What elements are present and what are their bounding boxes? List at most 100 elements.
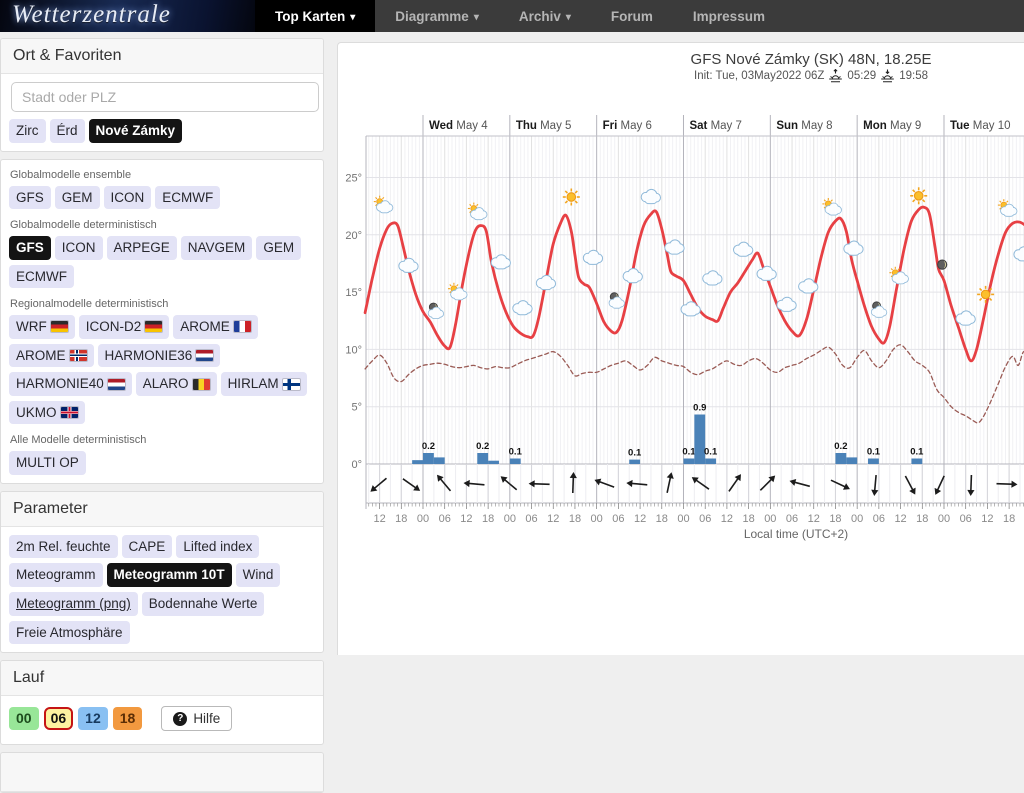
x-axis-title: Local time (UTC+2)	[744, 527, 848, 541]
sidebar: Ort & Favoriten Zirc Érd Nové Zámky Global…	[0, 38, 324, 793]
svg-text:00: 00	[417, 513, 429, 525]
card-lauf: Lauf 00 06 12 18 ? Hilfe	[0, 660, 324, 746]
model-chip-alaro[interactable]: ALARO	[135, 372, 217, 396]
parameter-chip-meteogramm-10t[interactable]: Meteogramm 10T	[106, 563, 232, 588]
parameter-chip-cape[interactable]: CAPE	[121, 534, 173, 559]
parameter-label: Meteogramm	[16, 567, 96, 583]
flag-no-icon	[69, 350, 87, 361]
help-button[interactable]: ? Hilfe	[161, 706, 233, 732]
model-label: HARMONIE36	[104, 347, 193, 363]
model-label: MULTI OP	[16, 455, 79, 471]
model-chip-arome[interactable]: AROME	[173, 315, 258, 339]
meteogram-chart: 0.2 0.2 0.1 0.1 0.1 0.9 0.1 0.2 0.1 0.1 0° 5° 10° 15°…	[345, 115, 1024, 541]
model-chip-harmonie36[interactable]: HARMONIE36	[97, 343, 221, 368]
svg-text:00: 00	[677, 513, 689, 525]
nav-item-diagramme[interactable]: Diagramme ▾	[375, 0, 499, 32]
parameter-label: Freie Atmosphäre	[16, 624, 123, 640]
model-label: UKMO	[16, 404, 57, 420]
nav-item-label: Diagramme	[395, 8, 469, 24]
model-label: ICON-D2	[85, 319, 142, 335]
model-chip-icon[interactable]: ICON	[54, 236, 103, 260]
precip-bars: 0.2 0.2 0.1 0.1 0.1 0.9 0.1 0.2 0.1 0.1	[412, 403, 924, 464]
model-chip-icon-d2[interactable]: ICON-D2	[78, 315, 170, 339]
run-chip-12[interactable]: 12	[78, 707, 108, 730]
parameter-label: Meteogramm 10T	[113, 567, 225, 583]
svg-text:Wed May 4: Wed May 4	[429, 120, 488, 132]
svg-text:15°: 15°	[345, 287, 362, 299]
weather-cloud-icon	[622, 267, 643, 284]
parameter-chip-bodennahe-werte[interactable]: Bodennahe Werte	[141, 592, 265, 616]
weather-cloud-icon	[512, 300, 533, 316]
sunset-icon	[881, 69, 895, 83]
model-chip-navgem[interactable]: NAVGEM	[180, 236, 253, 260]
svg-text:18: 18	[742, 513, 754, 525]
svg-text:00: 00	[504, 513, 516, 525]
nav-item-label: Top Karten	[275, 8, 346, 24]
svg-text:06: 06	[873, 513, 885, 525]
parameter-label: Bodennahe Werte	[148, 596, 258, 612]
parameter-chip-meteogramm[interactable]: Meteogramm	[9, 563, 103, 588]
parameter-title: Parameter	[1, 491, 323, 527]
model-chip-arome[interactable]: AROME	[9, 343, 94, 368]
favorite-chip-zirc[interactable]: Zirc	[9, 119, 46, 143]
flag-fr-icon	[233, 321, 251, 333]
model-label: NAVGEM	[187, 240, 246, 256]
model-chip-multi-op[interactable]: MULTI OP	[9, 451, 86, 475]
model-chip-ecmwf[interactable]: ECMWF	[155, 185, 221, 210]
favorite-chip-rd[interactable]: Érd	[49, 119, 85, 143]
parameter-chip-lifted-index[interactable]: Lifted index	[176, 534, 260, 559]
model-label: ICON	[61, 240, 96, 256]
nav-item-impressum[interactable]: Impressum	[673, 0, 785, 32]
run-chip-00[interactable]: 00	[9, 707, 39, 730]
model-chip-gfs[interactable]: GFS	[9, 185, 51, 210]
svg-text:0.2: 0.2	[422, 441, 435, 452]
search-input[interactable]	[11, 82, 319, 112]
svg-text:00: 00	[851, 513, 863, 525]
run-chip-06[interactable]: 06	[43, 707, 74, 730]
svg-text:0°: 0°	[351, 459, 362, 471]
weather-cloud-icon	[680, 301, 701, 317]
weather-cloud-icon	[664, 239, 685, 255]
favorite-chip-nov-z-mky[interactable]: Nové Zámky	[88, 119, 183, 143]
weather-sun-cloud-icon	[447, 282, 468, 301]
svg-text:0.1: 0.1	[682, 447, 696, 458]
parameter-chip-2m-rel-feuchte[interactable]: 2m Rel. feuchte	[9, 534, 118, 559]
svg-text:Mon May 9: Mon May 9	[863, 120, 921, 132]
model-chip-harmonie40[interactable]: HARMONIE40	[9, 372, 132, 396]
svg-text:06: 06	[525, 513, 537, 525]
model-groups: Globalmodelle ensemble GFS GEM ICON ECMWF Glo…	[1, 160, 323, 483]
svg-text:12: 12	[460, 513, 472, 525]
parameter-chip-freie-atmosph-re[interactable]: Freie Atmosphäre	[9, 620, 130, 645]
model-chip-icon[interactable]: ICON	[103, 185, 152, 210]
weather-cloud-icon	[582, 249, 604, 265]
svg-text:18: 18	[395, 513, 407, 525]
sunset-time: 19:58	[899, 70, 928, 82]
weather-cloud-icon	[702, 270, 723, 286]
lauf-title: Lauf	[1, 661, 323, 697]
nav-item-top-karten[interactable]: Top Karten ▾	[255, 0, 376, 32]
parameter-chip-meteogramm-png[interactable]: Meteogramm (png)	[9, 592, 138, 616]
run-chip-18[interactable]: 18	[112, 707, 143, 730]
model-chip-ukmo[interactable]: UKMO	[9, 400, 85, 425]
svg-text:0.1: 0.1	[509, 447, 523, 458]
weather-icons	[373, 187, 1024, 326]
parameter-chip-wind[interactable]: Wind	[235, 563, 281, 588]
model-chip-wrf[interactable]: WRF	[9, 315, 75, 339]
model-chip-gem[interactable]: GEM	[54, 185, 100, 210]
nav-item-label: Impressum	[692, 8, 765, 24]
svg-text:20°: 20°	[345, 230, 362, 242]
site-logo[interactable]: Wetterzentrale	[0, 0, 255, 32]
model-chip-ecmwf[interactable]: ECMWF	[9, 264, 74, 289]
model-chip-gfs[interactable]: GFS	[9, 236, 51, 260]
nav-item-forum[interactable]: Forum	[591, 0, 673, 32]
model-chip-hirlam[interactable]: HIRLAM	[220, 372, 307, 396]
model-group-label-alle-modelle-deterministisch: Alle Modelle deterministisch	[10, 434, 147, 447]
nav-item-archiv[interactable]: Archiv ▾	[499, 0, 591, 32]
model-chip-gem[interactable]: GEM	[256, 236, 302, 260]
svg-text:12: 12	[981, 513, 993, 525]
weather-sun-cloud-icon	[889, 266, 909, 285]
model-label: ECMWF	[16, 268, 67, 284]
model-chip-arpege[interactable]: ARPEGE	[106, 236, 177, 260]
svg-text:00: 00	[764, 513, 776, 525]
next-section-header	[1, 753, 323, 793]
